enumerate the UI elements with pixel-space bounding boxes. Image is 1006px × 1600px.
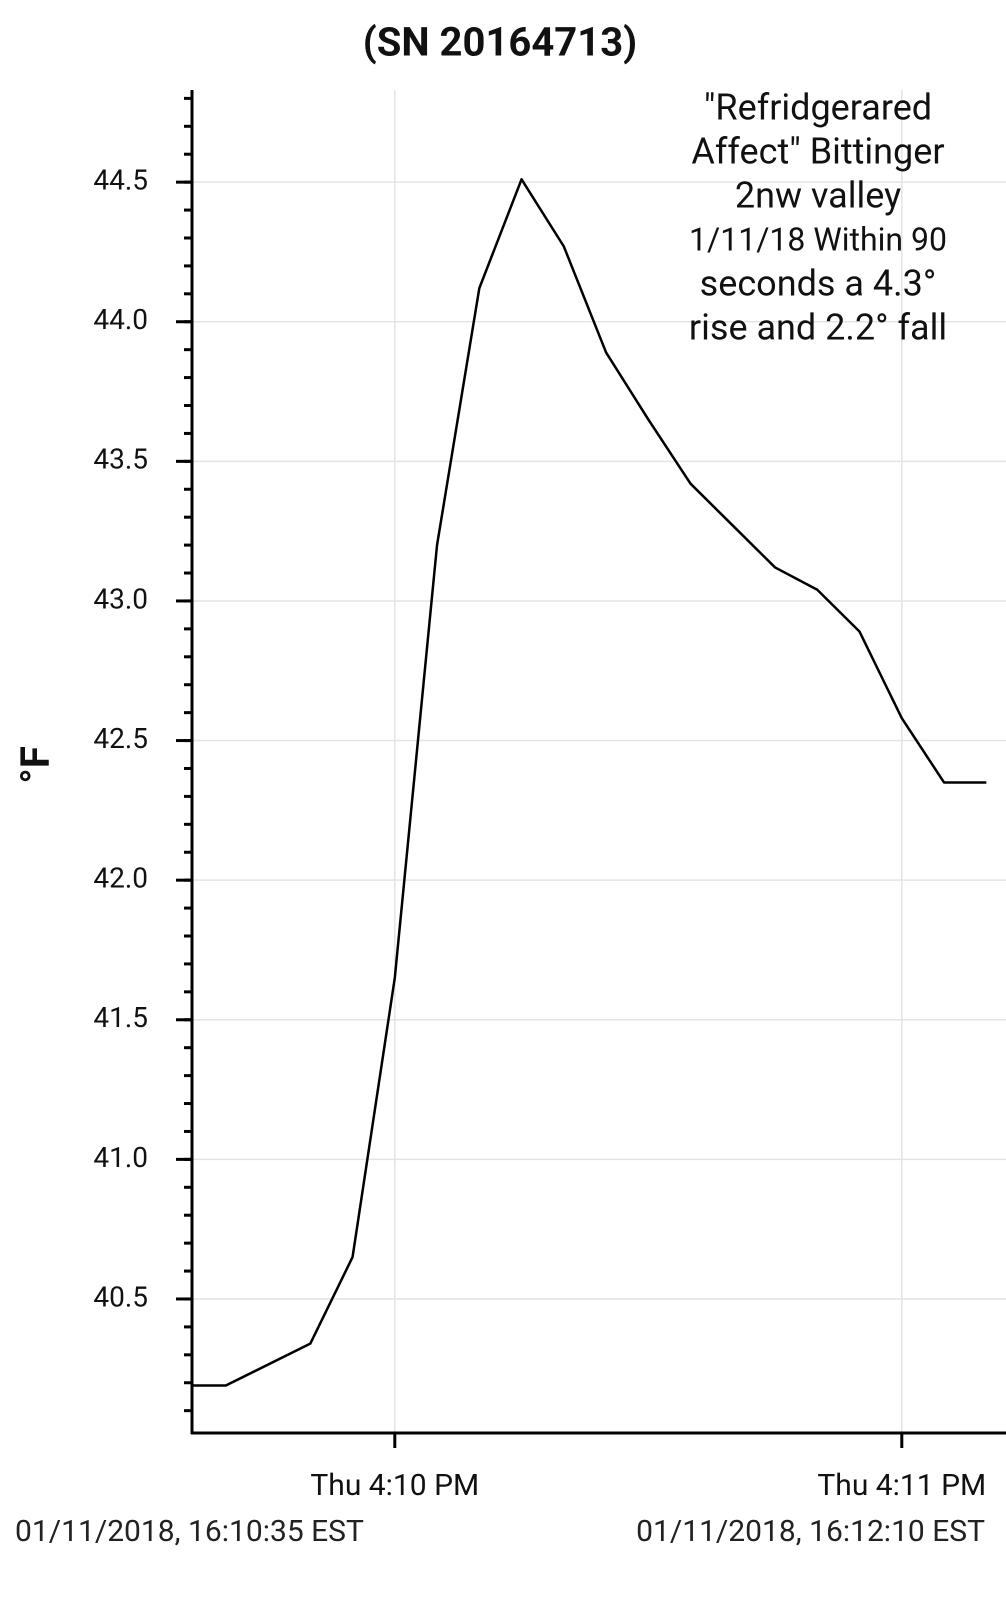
annotation-line: rise and 2.2° fall <box>689 307 947 349</box>
annotation-line: seconds a 4.3° <box>700 263 937 305</box>
grid <box>192 90 1006 1433</box>
y-axis-label: °F <box>12 746 59 784</box>
y-tick-label: 42.5 <box>93 722 148 755</box>
y-tick-label: 44.0 <box>93 303 148 336</box>
footer-start: 01/11/2018, 16:10:35 EST <box>15 1514 364 1549</box>
annotation-line: Affect" Bittinger <box>691 131 944 173</box>
footer-end: 01/11/2018, 16:12:10 EST <box>636 1514 985 1549</box>
chart-title: (SN 20164713) <box>363 19 637 66</box>
y-tick-label: 44.5 <box>93 164 148 197</box>
y-tick-label: 43.5 <box>93 443 148 476</box>
data-line <box>192 178 987 1387</box>
annotation-line: "Refridgerared <box>704 87 932 129</box>
x-tick-label: Thu 4:10 PM <box>310 1468 479 1503</box>
x-tick-label: Thu 4:11 PM <box>817 1468 986 1503</box>
annotation-line: 2nw valley <box>735 175 901 217</box>
axes <box>176 90 1006 1448</box>
y-tick-label: 40.5 <box>93 1280 148 1313</box>
y-tick-label: 41.0 <box>93 1141 148 1174</box>
y-tick-label: 43.0 <box>93 582 148 615</box>
y-tick-label: 42.0 <box>93 862 148 895</box>
plot-area <box>192 178 987 1387</box>
annotation-line: 1/11/18 Within 90 <box>689 220 947 258</box>
y-tick-label: 41.5 <box>93 1001 148 1034</box>
